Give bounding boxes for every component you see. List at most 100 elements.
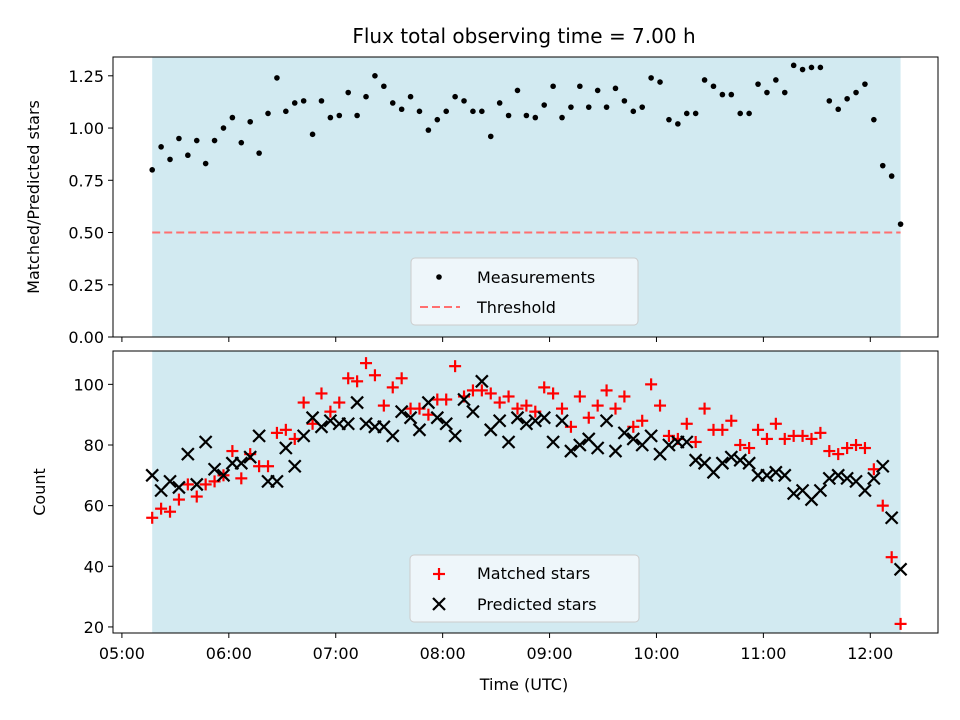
predicted-star-point bbox=[501, 435, 516, 449]
legend-measurements-marker bbox=[436, 274, 442, 280]
predicted-star-point bbox=[466, 404, 480, 419]
top-y-tick-label: 0.50 bbox=[68, 224, 104, 243]
predicted-star-point bbox=[858, 483, 872, 498]
measurement-point bbox=[479, 108, 485, 115]
bottom-y-tick-label: 20 bbox=[84, 618, 104, 637]
x-tick-label: 12:00 bbox=[847, 644, 893, 663]
measurement-point bbox=[291, 100, 298, 106]
matched-star-point bbox=[172, 493, 185, 506]
measurement-point bbox=[612, 85, 619, 92]
matched-star-point bbox=[760, 432, 773, 445]
predicted-star-point bbox=[314, 420, 329, 434]
measurement-point bbox=[781, 89, 788, 96]
matched-star-point bbox=[725, 414, 738, 427]
measurement-point bbox=[648, 75, 654, 81]
measurement-point bbox=[817, 64, 824, 71]
x-tick-label: 11:00 bbox=[740, 644, 786, 663]
measurement-point bbox=[844, 95, 850, 102]
matched-star-point bbox=[351, 375, 364, 388]
predicted-star-point bbox=[875, 459, 890, 474]
matched-star-point bbox=[288, 432, 301, 445]
measurement-point bbox=[461, 98, 467, 104]
legend-threshold-label: Threshold bbox=[476, 298, 556, 317]
predicted-star-point bbox=[617, 426, 632, 440]
measurement-point bbox=[683, 110, 690, 117]
matched-star-point bbox=[689, 435, 702, 448]
measurement-point bbox=[755, 81, 761, 87]
predicted-star-point bbox=[813, 483, 828, 498]
matched-star-point bbox=[368, 369, 381, 382]
measurement-point bbox=[897, 221, 904, 227]
matched-star-point bbox=[493, 396, 506, 409]
measurement-point bbox=[470, 108, 476, 115]
matched-star-point bbox=[315, 387, 328, 400]
predicted-star-point bbox=[626, 432, 641, 446]
top-panel: 0.00 0.25 0.50 0.75 1.00 1.25 Matched/Predict… bbox=[24, 56, 939, 347]
predicted-star-point bbox=[430, 410, 445, 425]
predicted-star-point bbox=[394, 404, 409, 419]
x-tick-label: 05:00 bbox=[99, 644, 145, 663]
measurement-point bbox=[300, 98, 307, 104]
x-tick-label: 06:00 bbox=[206, 644, 252, 663]
measurement-point bbox=[398, 106, 405, 113]
predicted-star-point bbox=[457, 392, 471, 407]
predicted-star-point bbox=[448, 429, 462, 443]
predicted-star-point bbox=[884, 510, 899, 525]
predicted-star-point bbox=[599, 413, 614, 428]
matched-star-point bbox=[858, 442, 871, 455]
measurement-point bbox=[594, 87, 601, 94]
predicted-star-point bbox=[439, 416, 453, 431]
matched-star-point bbox=[823, 445, 836, 458]
measurement-point bbox=[790, 62, 797, 69]
measurement-point bbox=[416, 108, 423, 115]
legend-predicted-marker bbox=[432, 597, 446, 611]
predicted-star-point bbox=[403, 410, 418, 425]
measurement-point bbox=[675, 121, 681, 127]
measurement-point bbox=[514, 87, 521, 94]
measurement-point bbox=[176, 135, 182, 142]
predicted-star-point bbox=[893, 562, 908, 577]
matched-star-point bbox=[547, 387, 560, 400]
matched-star-point bbox=[190, 490, 203, 503]
predicted-star-point bbox=[742, 456, 756, 470]
matched-star-point bbox=[386, 381, 399, 394]
measurement-point bbox=[692, 110, 699, 117]
measurement-point bbox=[185, 152, 191, 159]
predicted-star-point bbox=[163, 474, 177, 489]
predicted-star-point bbox=[840, 471, 854, 486]
x-tick-label: 10:00 bbox=[633, 644, 679, 663]
predicted-star-point bbox=[679, 435, 694, 449]
matched-star-point bbox=[181, 478, 194, 491]
measurement-point bbox=[372, 73, 378, 79]
predicted-star-point bbox=[510, 410, 525, 425]
predicted-star-point bbox=[831, 468, 845, 483]
legend-predicted-label: Predicted stars bbox=[477, 595, 597, 614]
matched-star-point bbox=[306, 417, 319, 430]
predicted-star-point bbox=[412, 423, 427, 437]
predicted-star-point bbox=[252, 429, 266, 443]
matched-star-point bbox=[876, 499, 889, 512]
predicted-star-point bbox=[769, 465, 783, 480]
predicted-star-point bbox=[296, 429, 311, 443]
matched-star-point bbox=[333, 396, 346, 409]
measurement-point bbox=[265, 110, 271, 117]
measurement-point bbox=[746, 110, 752, 117]
matched-star-point bbox=[885, 551, 898, 564]
predicted-star-point bbox=[216, 468, 231, 483]
measurement-point bbox=[871, 116, 877, 123]
predicted-star-point bbox=[715, 456, 730, 470]
measurement-point bbox=[336, 112, 343, 119]
measurement-point bbox=[559, 114, 565, 121]
predicted-star-point bbox=[359, 416, 373, 431]
top-x-ticks bbox=[121, 337, 871, 342]
measurement-point bbox=[167, 156, 173, 163]
measurement-point bbox=[389, 100, 396, 106]
matched-star-point bbox=[716, 423, 729, 436]
predicted-star-point bbox=[145, 468, 159, 483]
top-y-tick-label: 0.25 bbox=[68, 276, 104, 295]
measurement-point bbox=[220, 125, 227, 131]
predicted-star-point bbox=[546, 435, 560, 449]
matched-star-point bbox=[511, 402, 524, 415]
chart-title: Flux total observing time = 7.00 h bbox=[352, 24, 695, 48]
